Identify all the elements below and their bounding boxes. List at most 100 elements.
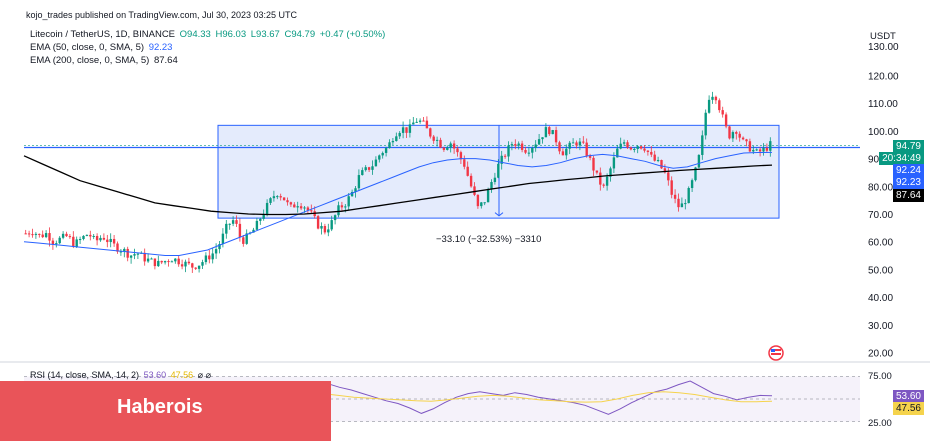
candle-body — [435, 139, 439, 141]
candle-body — [289, 202, 293, 205]
candle-body — [187, 261, 191, 264]
candle-body — [619, 143, 622, 149]
candle-body — [378, 155, 381, 160]
candle-body — [694, 167, 697, 181]
candle-body — [473, 186, 476, 195]
candle-body — [354, 188, 357, 192]
ema200-price-label: 87.64 — [892, 189, 924, 202]
candle-body — [626, 142, 629, 148]
candle-body — [721, 110, 724, 115]
rsi-legend[interactable]: RSI (14, close, SMA, 14, 2) 53.60 47.56 … — [30, 370, 213, 381]
publisher-line: kojo_trades published on TradingView.com… — [26, 10, 298, 20]
candle-body — [738, 133, 741, 138]
candle-body — [48, 233, 51, 241]
candle-body — [282, 197, 286, 201]
candle-body — [466, 166, 469, 176]
candle-body — [374, 159, 378, 167]
candle-body — [418, 120, 422, 122]
ohlc-high: H96.03 — [215, 29, 247, 40]
candle-body — [456, 148, 459, 153]
candle-body — [429, 128, 432, 137]
candle-body — [27, 233, 31, 235]
countdown-label: 20:34:49 — [879, 152, 924, 165]
rsi-level-25: 25.00 — [868, 418, 892, 429]
candle-body — [228, 223, 231, 225]
candle-body — [31, 234, 34, 236]
candle-body — [44, 233, 48, 238]
candle-body — [588, 155, 592, 158]
rsi-glyphs: ⌀ ⌀ — [197, 370, 211, 380]
candle-body — [758, 149, 762, 152]
candle-body — [388, 142, 391, 149]
candle-body — [561, 151, 565, 156]
candle-body — [551, 130, 554, 135]
ema200-legend[interactable]: EMA (200, close, 0, SMA, 5) 87.64 — [30, 55, 180, 66]
candle-body — [296, 206, 299, 208]
ema50-label: EMA (50, close, 0, SMA, 5) — [30, 42, 145, 53]
price-tick-label: 120.00 — [868, 71, 899, 82]
candle-body — [524, 149, 527, 153]
candle-body — [592, 157, 595, 171]
candle-body — [578, 141, 582, 146]
candle-body — [129, 255, 133, 258]
price-tick-label: 50.00 — [868, 265, 893, 276]
price-axis: 120.00110.00100.0090.0080.0070.0060.0050… — [768, 42, 899, 361]
candle-body — [677, 198, 680, 208]
us-flag-stripe — [771, 349, 781, 351]
price-tick-label: 40.00 — [868, 293, 893, 304]
candle-body — [741, 137, 745, 140]
candle-body — [565, 148, 568, 156]
candle-body — [724, 114, 728, 127]
us-flag-icon — [768, 345, 784, 361]
candle-body — [480, 202, 483, 207]
price-tick-label: 60.00 — [868, 238, 893, 249]
candle-body — [405, 127, 408, 133]
ema50-legend[interactable]: EMA (50, close, 0, SMA, 5) 92.23 — [30, 42, 174, 53]
candle-body — [469, 175, 473, 187]
candle-body — [599, 172, 602, 185]
candle-body — [384, 148, 388, 153]
candle-body — [218, 244, 221, 250]
candle-body — [347, 196, 350, 207]
candle-body — [299, 206, 303, 209]
us-flag-stripe — [771, 353, 781, 355]
ohlc-open: O94.33 — [179, 29, 211, 40]
candle-body — [412, 122, 415, 125]
candle-body — [238, 223, 242, 238]
candle-body — [490, 181, 493, 190]
candle-body — [769, 141, 772, 151]
candle-body — [422, 120, 425, 122]
currency-label[interactable]: USDT — [870, 31, 896, 42]
banner-text: Haberois — [117, 396, 203, 418]
candle-body — [65, 233, 68, 237]
ohlc-close: C94.79 — [284, 29, 316, 40]
candle-body — [670, 180, 673, 195]
candle-body — [157, 260, 160, 267]
candle-body — [82, 235, 85, 240]
candle-body — [381, 152, 384, 156]
candle-body — [316, 216, 320, 229]
candle-body — [507, 145, 510, 157]
candle-body — [41, 234, 44, 238]
candle-body — [119, 251, 123, 253]
candle-body — [177, 258, 180, 265]
candle-body — [106, 239, 109, 243]
candle-body — [211, 253, 214, 260]
candle-body — [116, 243, 119, 252]
indicator-lines — [23, 151, 773, 256]
candle-body — [350, 191, 354, 197]
ema50-line — [23, 151, 773, 256]
candle-body — [269, 198, 272, 203]
ema50-price-label: 92.24 — [892, 164, 924, 177]
candle-body — [136, 253, 140, 255]
candle-body — [415, 121, 418, 123]
candle-body — [643, 148, 646, 151]
candle-body — [214, 249, 218, 254]
candle-body — [442, 147, 446, 150]
symbol-title[interactable]: Litecoin / TetherUS, 1D, BINANCE — [30, 29, 176, 40]
candle-body — [636, 146, 639, 149]
price-tick-label: 100.00 — [868, 127, 899, 138]
candle-body — [514, 144, 517, 146]
candle-body — [571, 142, 575, 144]
candle-body — [728, 126, 731, 139]
